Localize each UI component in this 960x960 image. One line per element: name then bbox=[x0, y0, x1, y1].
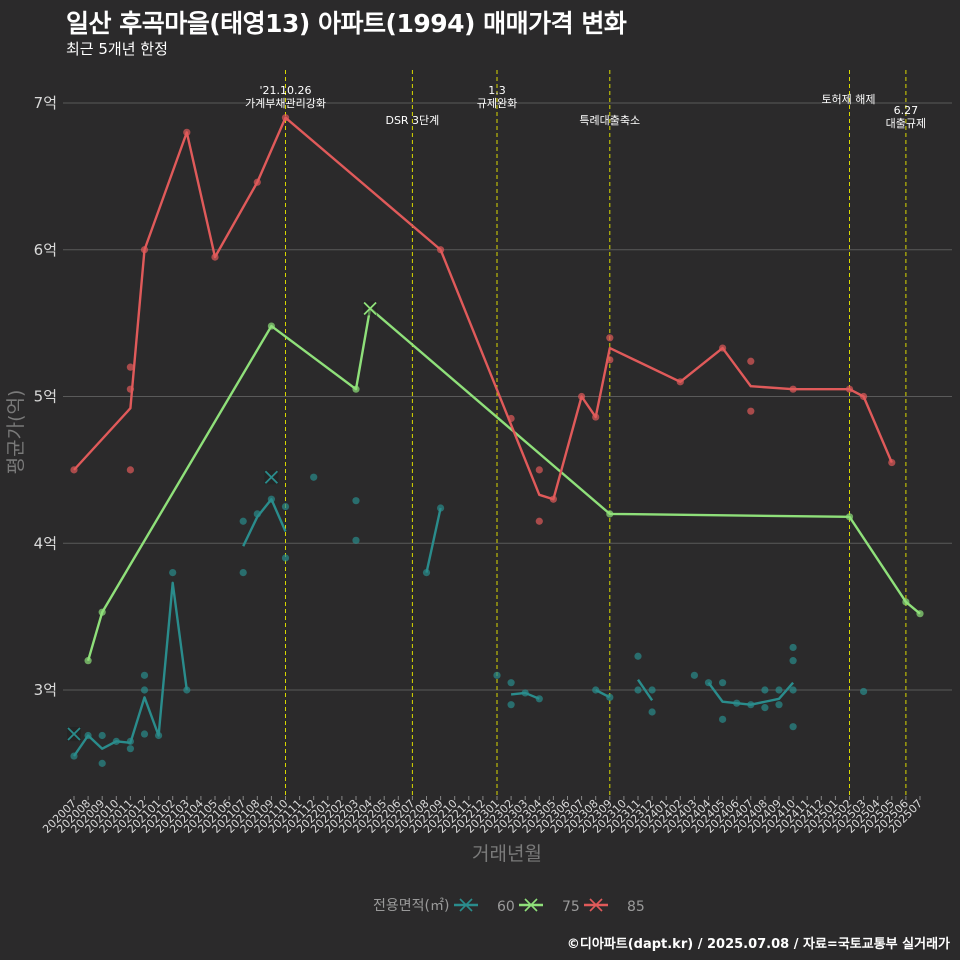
source-caption: ©디아파트(dapt.kr) / 2025.07.08 / 자료=국토교통부 실… bbox=[566, 937, 950, 952]
data-point bbox=[747, 357, 755, 365]
data-point bbox=[719, 715, 727, 723]
event-label: 대출규제 bbox=[886, 117, 926, 130]
y-axis-title: 평균가(억) bbox=[5, 390, 27, 475]
y-tick-label: 6억 bbox=[34, 241, 57, 259]
series-line bbox=[242, 498, 287, 547]
legend-key-marker bbox=[589, 898, 603, 912]
data-point bbox=[281, 554, 290, 562]
data-point bbox=[789, 723, 797, 731]
data-point bbox=[98, 759, 106, 767]
y-tick-label: 5억 bbox=[34, 388, 57, 406]
data-point bbox=[789, 657, 797, 665]
x-marker bbox=[264, 470, 279, 484]
data-point bbox=[634, 686, 642, 694]
data-point bbox=[789, 686, 797, 694]
event-label: '21.10.26 bbox=[259, 84, 311, 97]
data-point bbox=[789, 643, 797, 652]
data-point bbox=[126, 466, 134, 474]
data-point bbox=[310, 473, 318, 481]
event-label: 1.3 bbox=[488, 84, 506, 97]
legend-label: 85 bbox=[627, 899, 645, 915]
data-point bbox=[126, 363, 134, 371]
event-label: DSR 3단계 bbox=[385, 114, 439, 127]
event-label: 토허제 해제 bbox=[821, 92, 875, 106]
data-point bbox=[507, 679, 515, 687]
legend-label: 60 bbox=[497, 899, 515, 915]
data-point bbox=[98, 731, 106, 740]
event-label: 가계부채관리강화 bbox=[245, 97, 326, 110]
series-line bbox=[595, 688, 611, 699]
legend-key-marker bbox=[524, 898, 538, 912]
x-axis-title: 거래년월 bbox=[472, 843, 542, 865]
data-point bbox=[761, 686, 769, 694]
data-point bbox=[352, 536, 360, 544]
chart-subtitle: 최근 5개년 한정 bbox=[66, 40, 168, 58]
event-label: 6.27 bbox=[894, 104, 919, 117]
data-point bbox=[535, 517, 543, 525]
data-point bbox=[507, 701, 515, 709]
data-point bbox=[775, 686, 783, 694]
data-point bbox=[140, 686, 149, 694]
legend-title: 전용면적(㎡) bbox=[373, 898, 449, 914]
data-point bbox=[535, 466, 543, 474]
series-60 bbox=[67, 470, 868, 767]
data-point bbox=[860, 687, 868, 696]
data-point bbox=[493, 671, 501, 679]
data-point bbox=[126, 745, 134, 753]
data-point bbox=[169, 569, 177, 577]
data-point bbox=[281, 502, 290, 511]
data-point bbox=[775, 701, 783, 709]
data-point bbox=[239, 569, 247, 577]
legend: 전용면적(㎡) 60 75 85 bbox=[373, 898, 645, 915]
data-point bbox=[719, 679, 727, 687]
y-tick-label: 7억 bbox=[34, 94, 57, 112]
data-point bbox=[606, 334, 614, 342]
data-point bbox=[690, 671, 699, 679]
data-point bbox=[648, 708, 656, 716]
data-point bbox=[140, 671, 149, 679]
data-point bbox=[352, 497, 360, 505]
event-label: 규제완화 bbox=[477, 97, 517, 110]
series-line bbox=[73, 581, 188, 757]
legend-label: 75 bbox=[562, 899, 580, 915]
event-label: 특례대출축소 bbox=[579, 114, 640, 127]
data-point bbox=[239, 517, 247, 525]
y-tick-label: 3억 bbox=[34, 681, 57, 699]
data-point bbox=[761, 704, 769, 712]
y-tick-label: 4억 bbox=[34, 534, 57, 552]
chart-title: 일산 후곡마을(태영13) 아파트(1994) 매매가격 변화 bbox=[66, 9, 627, 38]
x-marker bbox=[67, 727, 81, 741]
series-line bbox=[510, 691, 540, 700]
series-75 bbox=[84, 301, 924, 665]
series-line bbox=[707, 681, 795, 706]
data-point bbox=[140, 730, 149, 738]
series-line bbox=[425, 507, 442, 573]
series-85 bbox=[70, 114, 896, 525]
series-line bbox=[637, 679, 654, 701]
legend-key-marker bbox=[459, 898, 473, 912]
data-point bbox=[747, 407, 755, 415]
data-point bbox=[634, 652, 642, 660]
series-line bbox=[73, 116, 893, 501]
data-point bbox=[648, 686, 656, 694]
x-marker bbox=[363, 301, 377, 316]
